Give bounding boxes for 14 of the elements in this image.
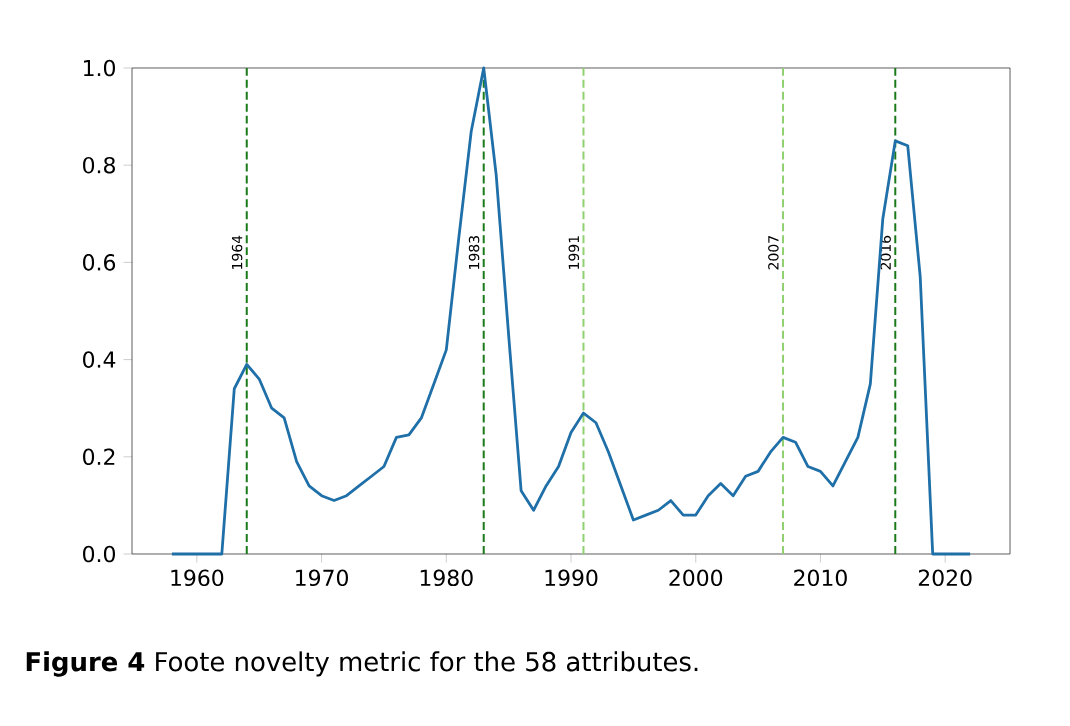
y-tick-label: 0.0 bbox=[83, 545, 115, 563]
x-tick-label: 2020 bbox=[918, 569, 972, 587]
x-tick-label: 1990 bbox=[545, 569, 598, 587]
y-tick-label: 0.6 bbox=[83, 254, 116, 271]
y-tick-label: 0.2 bbox=[83, 448, 115, 466]
x-tick-label: 2000 bbox=[669, 569, 723, 587]
x-tick-label: 2010 bbox=[794, 569, 847, 587]
y-tick-label: 1.0 bbox=[84, 59, 115, 77]
text: Figure 4 Foote novelty metric for the 58 attributes. bbox=[26, 651, 698, 677]
x-tick-label: 1980 bbox=[420, 569, 473, 587]
y-tick-label: 0.4 bbox=[83, 351, 116, 368]
x-tick-label: 1960 bbox=[171, 569, 224, 587]
x-tick-label: 1970 bbox=[296, 569, 348, 587]
y-tick-label: 0.8 bbox=[83, 156, 115, 174]
